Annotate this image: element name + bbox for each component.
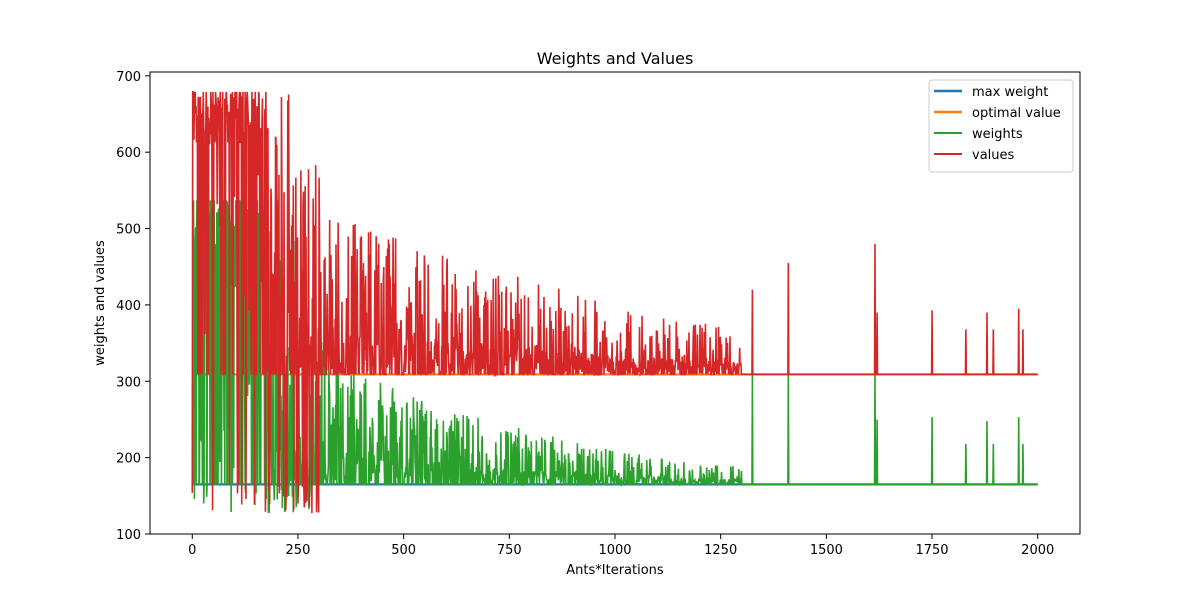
y-tick-label: 500 — [116, 223, 141, 238]
x-tick-label: 2000 — [1021, 543, 1054, 558]
chart-title: Weights and Values — [537, 49, 694, 68]
y-tick-label: 700 — [116, 70, 141, 85]
x-tick-label: 1500 — [810, 543, 843, 558]
series-line-weights — [191, 199, 1038, 514]
x-tick-label: 0 — [188, 543, 196, 558]
x-tick-label: 1750 — [915, 543, 948, 558]
legend-label: optimal value — [972, 106, 1061, 121]
y-tick-label: 200 — [116, 452, 141, 467]
legend-label: weights — [972, 127, 1023, 142]
series-line-values — [191, 91, 1038, 514]
y-axis-title: weights and values — [93, 240, 108, 366]
y-tick-label: 300 — [116, 375, 141, 390]
legend: max weight optimal value weights values — [928, 79, 1074, 173]
legend-box — [928, 79, 1074, 173]
x-tick-label: 250 — [286, 543, 311, 558]
x-tick-label: 750 — [497, 543, 522, 558]
y-tick-label: 100 — [116, 528, 141, 543]
legend-label: values — [972, 148, 1015, 163]
y-tick-label: 400 — [116, 299, 141, 314]
y-tick-label: 600 — [116, 146, 141, 161]
x-tick-label: 1000 — [598, 543, 631, 558]
legend-label: max weight — [972, 85, 1048, 100]
x-axis-title: Ants*Iterations — [566, 563, 664, 578]
x-tick-label: 500 — [391, 543, 416, 558]
x-tick-label: 1250 — [704, 543, 737, 558]
